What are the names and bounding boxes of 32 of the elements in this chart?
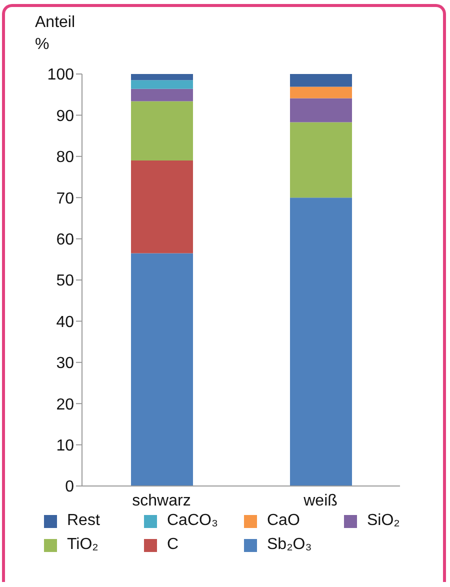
y-tick-label: 20	[56, 396, 74, 414]
y-axis-title: Anteil %	[35, 13, 76, 55]
y-tick-label: 90	[56, 108, 74, 125]
legend-label: Sb₂O₃	[267, 536, 312, 554]
bar	[131, 253, 193, 486]
y-tick-label: 10	[56, 437, 74, 454]
legend-label: TiO₂	[67, 536, 98, 554]
bar	[131, 88, 193, 102]
bar	[131, 80, 193, 89]
bar	[290, 98, 352, 122]
y-tick-label: 80	[56, 149, 74, 166]
y-tick-label: 70	[56, 190, 74, 208]
bar	[131, 160, 193, 254]
legend-label: Rest	[67, 512, 100, 530]
legend-label: CaO	[267, 512, 300, 530]
bar	[131, 74, 193, 80]
bar	[290, 86, 352, 98]
legend-label: C	[167, 536, 179, 554]
x-tick-label: weiß	[302, 492, 338, 510]
y-tick-label: 50	[56, 272, 74, 290]
bar	[131, 101, 193, 161]
legend-label: CaCO₃	[167, 512, 218, 530]
y-tick-label: 60	[56, 231, 74, 248]
bar	[290, 122, 352, 198]
y-tick-label: 40	[56, 314, 74, 331]
y-tick-label: 0	[65, 478, 74, 496]
legend-label: SiO₂	[367, 512, 400, 530]
y-tick-label: 100	[47, 66, 74, 84]
bar	[290, 74, 352, 87]
y-tick-label: 30	[56, 355, 74, 372]
x-tick-label: schwarz	[132, 492, 191, 510]
bar	[290, 198, 352, 486]
